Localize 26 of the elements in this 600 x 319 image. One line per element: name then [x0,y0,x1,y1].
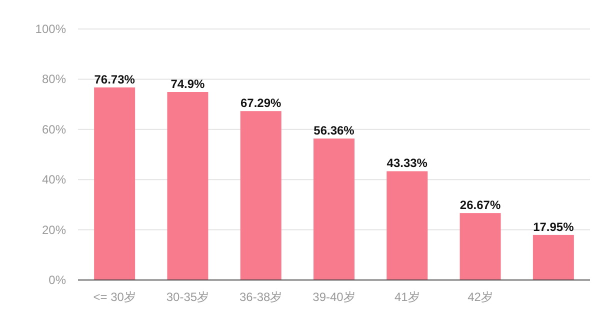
bar [386,171,428,280]
y-tick-label: 60% [42,122,66,136]
data-label: 43.33% [386,156,428,170]
bar [532,234,574,280]
y-tick-label: 40% [42,172,66,187]
bar [460,213,501,280]
x-tick-label: <= 30岁 [93,290,136,304]
y-tick-label: 100% [35,22,66,36]
x-tick-label: 42岁 [468,290,493,304]
data-label: 76.73% [94,72,136,86]
data-label: 17.95% [533,220,574,234]
x-tick-label: 36-38岁 [240,290,282,304]
x-tick-label: 30-35岁 [166,290,210,304]
y-tick-label: 20% [42,222,66,237]
bar [240,111,282,280]
x-tick-label: 41岁 [394,290,420,304]
y-tick-label: 80% [42,72,66,86]
data-label: 56.36% [314,124,355,138]
x-tick-label: 39-40岁 [312,290,356,304]
y-tick-label: 0% [48,273,66,287]
data-label: 74.9% [170,77,206,91]
bar [314,138,354,280]
data-label: 26.67% [460,198,501,212]
bar [94,87,136,280]
data-label: 67.29% [240,96,282,110]
bar [167,92,208,280]
